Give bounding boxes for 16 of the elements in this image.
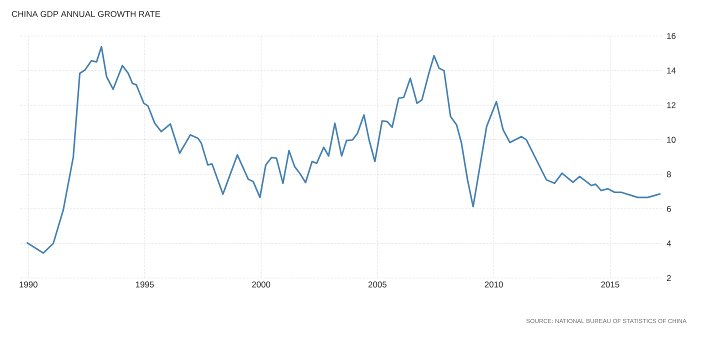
x-tick-label: 2000 bbox=[252, 282, 270, 288]
x-tick-label: 1990 bbox=[20, 282, 38, 288]
y-tick-label: 8 bbox=[666, 171, 671, 178]
line-series bbox=[26, 46, 662, 254]
y-tick-label: 6 bbox=[666, 206, 671, 212]
y-tick-label: 4 bbox=[666, 240, 671, 246]
x-tick-label: 1995 bbox=[136, 282, 154, 288]
y-tick-label: 10 bbox=[667, 136, 676, 143]
y-tick-label: 14 bbox=[667, 68, 676, 74]
y-tick-label: 12 bbox=[667, 102, 676, 108]
chart-title: CHINA GDP ANNUAL GROWTH RATE bbox=[12, 11, 160, 17]
x-tick-label: 2015 bbox=[601, 282, 620, 288]
x-tick-label: 2010 bbox=[484, 282, 503, 288]
y-tick-label: 16 bbox=[667, 33, 676, 39]
y-tick-label: 2 bbox=[666, 275, 671, 281]
x-tick-label: 2005 bbox=[368, 282, 387, 288]
